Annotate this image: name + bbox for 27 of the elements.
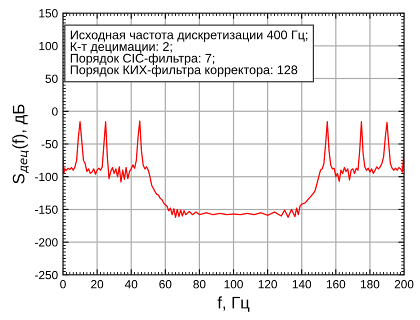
x-tick-label: 60 — [159, 280, 172, 288]
x-tick-label: 140 — [292, 280, 312, 288]
y-tick-label: 150 — [39, 9, 58, 18]
annotation: Исходная частота дискретизации 400 Гц; — [70, 30, 308, 42]
y-axis-title: S$_{дец}$(f), дБ — [12, 104, 29, 184]
x-axis-title: f, Гц — [218, 296, 250, 312]
y-tick-label: -50 — [42, 140, 58, 148]
x-tick-label: 20 — [91, 280, 104, 288]
y-tick-label: -100 — [35, 172, 58, 182]
line-series — [63, 120, 404, 218]
y-tick-label: 50 — [45, 74, 58, 83]
x-tick-label: 200 — [394, 280, 414, 288]
x-tick-label: 40 — [124, 280, 138, 288]
annotation: Порядок CIC-фильтра: 7; — [70, 53, 214, 66]
annotation: К-т децимации: 2; — [70, 42, 172, 54]
x-tick-label: 100 — [224, 280, 243, 288]
y-tick-label: 0 — [52, 107, 58, 116]
y-tick-label: -250 — [35, 270, 58, 280]
y-tick-label: -150 — [35, 205, 58, 214]
x-tick-label: 80 — [193, 280, 206, 288]
x-tick-label: 120 — [258, 280, 278, 288]
annotation: Порядок КИХ-фильтра корректора: 128 — [70, 65, 298, 77]
x-tick-label: 160 — [326, 280, 346, 288]
x-tick-label: 0 — [60, 280, 66, 288]
x-tick-label: 180 — [360, 280, 380, 288]
y-tick-label: -200 — [35, 238, 58, 247]
y-tick-label: 100 — [39, 42, 58, 50]
